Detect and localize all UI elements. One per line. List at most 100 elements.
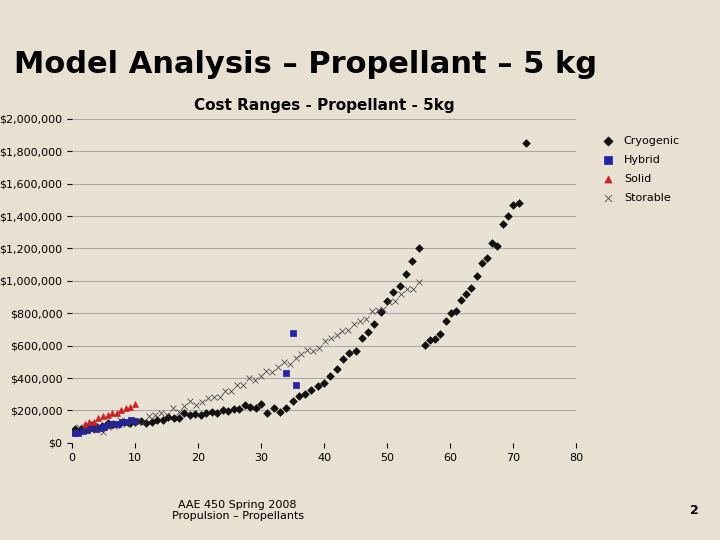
Hybrid (116, 418, 127, 427)
Storable (266, 368, 278, 376)
Cryogenic (119, 418, 130, 427)
Storable (384, 298, 395, 306)
Cryogenic (168, 414, 179, 422)
Storable (354, 316, 366, 325)
Cryogenic (350, 347, 361, 355)
Cryogenic (356, 334, 368, 342)
Storable (290, 353, 302, 362)
Cryogenic (362, 327, 374, 336)
Cryogenic (343, 349, 355, 357)
Cryogenic (124, 418, 135, 427)
Storable (284, 360, 295, 368)
Cryogenic (96, 422, 108, 430)
Storable (243, 374, 255, 382)
Storable (401, 285, 413, 293)
Cryogenic (102, 419, 114, 428)
Cryogenic (445, 309, 456, 318)
Solid (120, 404, 132, 413)
Solid (111, 409, 122, 417)
Storable (208, 393, 220, 401)
Storable (220, 387, 231, 395)
Storable (272, 362, 284, 371)
Storable (214, 393, 225, 401)
Cryogenic (424, 336, 436, 345)
Text: Model Analysis – Propellant – 5 kg: Model Analysis – Propellant – 5 kg (14, 50, 598, 79)
Storable (132, 417, 143, 426)
Storable (173, 407, 184, 416)
Cryogenic (217, 406, 228, 414)
Cryogenic (400, 269, 412, 278)
Hybrid (287, 328, 298, 337)
Cryogenic (306, 386, 318, 395)
Cryogenic (287, 397, 298, 406)
Storable (413, 278, 424, 286)
Cryogenic (520, 139, 531, 147)
Cryogenic (293, 392, 305, 401)
Title: Cost Ranges - Propellant - 5kg: Cost Ranges - Propellant - 5kg (194, 98, 454, 113)
Cryogenic (255, 400, 266, 409)
Cryogenic (184, 410, 196, 419)
Storable (114, 416, 126, 425)
Cryogenic (435, 329, 446, 338)
Storable (79, 426, 91, 435)
Cryogenic (108, 419, 120, 428)
Storable (278, 357, 289, 366)
Storable (184, 396, 196, 405)
Cryogenic (140, 418, 152, 427)
Cryogenic (369, 319, 380, 328)
Solid (93, 413, 104, 422)
Cryogenic (222, 406, 234, 415)
Solid (97, 411, 109, 420)
Cryogenic (174, 414, 185, 422)
Cryogenic (69, 424, 81, 433)
Hybrid (81, 426, 93, 434)
Cryogenic (244, 403, 256, 411)
Cryogenic (250, 403, 261, 412)
Solid (78, 420, 91, 428)
Storable (372, 305, 383, 314)
Cryogenic (135, 416, 146, 425)
Storable (231, 381, 243, 390)
Cryogenic (497, 220, 508, 228)
Solid (107, 409, 118, 417)
Cryogenic (476, 259, 487, 267)
Storable (348, 320, 360, 329)
Solid (102, 410, 113, 419)
Hybrid (73, 429, 84, 438)
Legend: Cryogenic, Hybrid, Solid, Storable: Cryogenic, Hybrid, Solid, Storable (592, 131, 685, 208)
Storable (337, 327, 348, 335)
Storable (249, 375, 261, 384)
Storable (302, 346, 313, 355)
Hybrid (99, 422, 110, 431)
Storable (225, 387, 237, 395)
Cryogenic (471, 272, 482, 281)
Storable (377, 305, 389, 313)
Storable (360, 315, 372, 323)
Storable (395, 289, 407, 298)
Cryogenic (261, 409, 273, 417)
Hybrid (90, 424, 102, 433)
Cryogenic (81, 423, 92, 431)
Cryogenic (413, 244, 424, 253)
Storable (366, 306, 377, 315)
Solid (125, 403, 136, 411)
Cryogenic (146, 417, 158, 426)
Storable (91, 425, 102, 434)
Cryogenic (450, 306, 462, 315)
Cryogenic (507, 201, 518, 210)
Storable (73, 423, 85, 432)
Storable (143, 411, 155, 420)
Cryogenic (268, 404, 279, 413)
Storable (390, 296, 401, 305)
Storable (202, 394, 214, 402)
Cryogenic (75, 424, 86, 433)
Cryogenic (206, 407, 217, 416)
Cryogenic (274, 407, 286, 416)
Hybrid (281, 369, 292, 377)
Cryogenic (312, 381, 323, 390)
Storable (190, 401, 202, 409)
Hybrid (77, 427, 89, 435)
Cryogenic (201, 409, 212, 417)
Cryogenic (162, 413, 174, 421)
Cryogenic (113, 420, 125, 429)
